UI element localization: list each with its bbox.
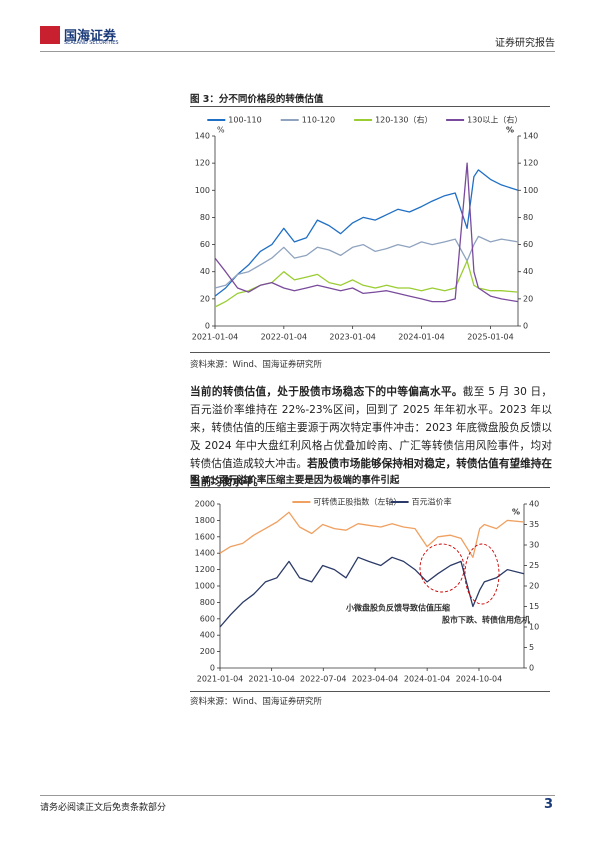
y-tick-label: 1000 (195, 582, 215, 591)
legend-label: 130以上（右） (467, 115, 522, 125)
legend-label: 110-120 (302, 116, 335, 125)
y-tick-label: 600 (200, 614, 215, 623)
y2-axis-unit: % (506, 126, 514, 135)
y2-tick-label: 5 (529, 643, 534, 652)
x-tick-label: 2023-01-04 (329, 333, 376, 342)
legend-label: 百元溢价率 (412, 497, 452, 507)
y2-tick-label: 120 (523, 159, 538, 168)
y-tick-label: 400 (200, 631, 215, 640)
y2-tick-label: 20 (523, 294, 533, 303)
x-tick-label: 2025-01-04 (467, 333, 514, 342)
paragraph: 当前的转债估值，处于股债市场稳态下的中等偏高水平。截至 5 月 30 日，百元溢… (190, 383, 552, 491)
y-tick-label: 60 (200, 240, 210, 249)
y-tick-label: 0 (205, 322, 210, 331)
highlight-ellipse (464, 543, 500, 605)
y2-tick-label: 100 (523, 186, 538, 195)
y2-tick-label: 30 (529, 541, 539, 550)
x-tick-label: 2022-01-04 (261, 333, 308, 342)
source: 资料来源：Wind、国海证券研究所 (190, 360, 322, 370)
figure-title: 图 4：百元溢价率压缩主要是因为极端的事件引起 (190, 475, 400, 486)
legend-label: 100-110 (228, 116, 261, 125)
source: 资料来源：Wind、国海证券研究所 (190, 697, 322, 707)
x-tick-label: 2024-01-04 (398, 333, 445, 342)
y2-tick-label: 0 (529, 664, 534, 673)
rule (190, 352, 550, 353)
lead: 当前的转债估值，处于股债市场稳态下的中等偏高水平。 (190, 386, 463, 398)
series-line (214, 260, 519, 308)
y-tick-label: 100 (195, 186, 210, 195)
y-tick-label: 20 (200, 294, 210, 303)
y-tick-label: 200 (200, 647, 215, 656)
y-tick-label: 1200 (195, 565, 215, 574)
y2-tick-label: 40 (523, 267, 533, 276)
y2-tick-label: 20 (529, 582, 539, 591)
rule (190, 691, 550, 692)
y2-tick-label: 40 (529, 500, 539, 509)
logo-en: SEALAND SECURITIES (64, 40, 119, 46)
x-tick-label: 2022-07-04 (300, 675, 347, 684)
series-line (214, 162, 519, 303)
x-tick-label: 2021-10-04 (248, 675, 294, 684)
body: 截至 5 月 30 日，百元溢价率维持在 22%-23%区间，回到了 2025 … (190, 386, 552, 470)
rule (190, 106, 550, 107)
y-tick-label: 1600 (195, 532, 215, 541)
y2-tick-label: 35 (529, 520, 539, 529)
x-tick-label: 2021-01-04 (197, 675, 244, 684)
y2-tick-label: 80 (523, 213, 533, 222)
disclaimer: 请务必阅读正文后免责条款部分 (40, 803, 167, 813)
header-rule (40, 51, 555, 52)
annotation: 小微盘股负反馈导致估值压缩 (345, 603, 450, 613)
x-tick-label: 2023-04-04 (352, 675, 399, 684)
x-tick-label: 2021-01-04 (192, 333, 239, 342)
series-line (214, 169, 519, 297)
logo-cn: 国海证券 (64, 29, 117, 44)
x-tick-label: 2024-10-04 (456, 675, 503, 684)
y2-tick-label: 140 (523, 132, 538, 141)
highlight-ellipse (419, 543, 465, 593)
y2-axis-unit: % (512, 508, 520, 517)
series-line (219, 556, 525, 628)
tail: 若股债市场能够保持相对稳定，转债估值有望维持在当前均衡水平。 (190, 458, 553, 488)
y-tick-label: 800 (200, 598, 215, 607)
y-tick-label: 140 (195, 132, 210, 141)
rule (190, 487, 550, 488)
report-type: 证券研究报告 (495, 38, 555, 49)
chart: 0 200 400 600 800 1000 1200 1400 1600 1800 2000 0 5 1… (195, 497, 540, 684)
y-tick-label: 1400 (195, 549, 215, 558)
chart: 0 20 40 60 80 100 120 140 0 20 40 60 80 100 120 140 2021… (192, 115, 539, 342)
footer-rule (40, 795, 555, 796)
y-tick-label: 80 (200, 213, 210, 222)
y2-tick-label: 0 (523, 322, 528, 331)
x-tick-label: 2024-01-04 (404, 675, 451, 684)
series-line (219, 511, 525, 558)
logo-icon (40, 26, 60, 44)
y-axis-unit: % (217, 126, 225, 135)
y-tick-label: 2000 (195, 500, 215, 509)
legend-label: 120-130（右） (375, 115, 432, 125)
y2-tick-label: 15 (529, 602, 539, 611)
annotation: 股市下跌、转债信用危机 (442, 615, 530, 625)
y-tick-label: 120 (195, 159, 210, 168)
y2-tick-label: 25 (529, 561, 539, 570)
y-tick-label: 40 (200, 267, 210, 276)
y-tick-label: 0 (210, 664, 215, 673)
page-number: 3 (543, 797, 553, 812)
series-line (214, 235, 519, 289)
figure-title: 图 3：分不同价格段的转债估值 (190, 94, 324, 105)
y2-tick-label: 60 (523, 240, 533, 249)
y2-tick-label: 10 (529, 623, 539, 632)
legend-label: 可转债正股指数（左轴） (313, 497, 401, 507)
y-tick-label: 1800 (195, 516, 215, 525)
